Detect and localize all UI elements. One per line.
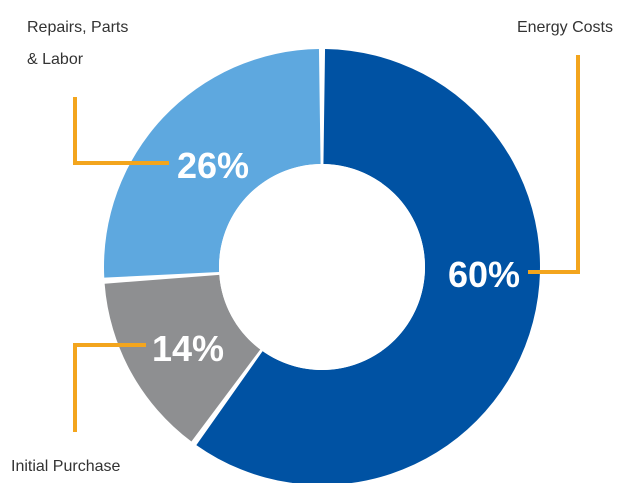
slices-layer xyxy=(104,49,540,483)
leader-line-repairs xyxy=(73,97,169,165)
donut-slice-initial-purchase xyxy=(104,274,261,442)
callout-label-repairs-line1: Repairs, Parts xyxy=(27,19,128,36)
leader-line-initial-purchase xyxy=(73,343,146,432)
leader-line-energy-costs xyxy=(528,55,580,274)
slice-value-repairs: 26% xyxy=(177,145,249,186)
donut-slice-repairs-parts-labor xyxy=(104,49,321,278)
callout-label-energy-costs: Energy Costs xyxy=(517,19,613,36)
donut-slice-energy-costs xyxy=(196,49,540,483)
donut-hole xyxy=(219,164,425,370)
slice-value-energy-costs: 60% xyxy=(448,254,520,295)
callout-label-repairs-line2: & Labor xyxy=(27,51,84,68)
leaders-layer xyxy=(73,55,580,432)
callout-label-initial-purchase: Initial Purchase xyxy=(11,458,120,475)
labels-layer: 60% 14% 26% Energy Costs Initial Purchas… xyxy=(11,19,613,475)
slice-value-initial-purchase: 14% xyxy=(152,328,224,369)
